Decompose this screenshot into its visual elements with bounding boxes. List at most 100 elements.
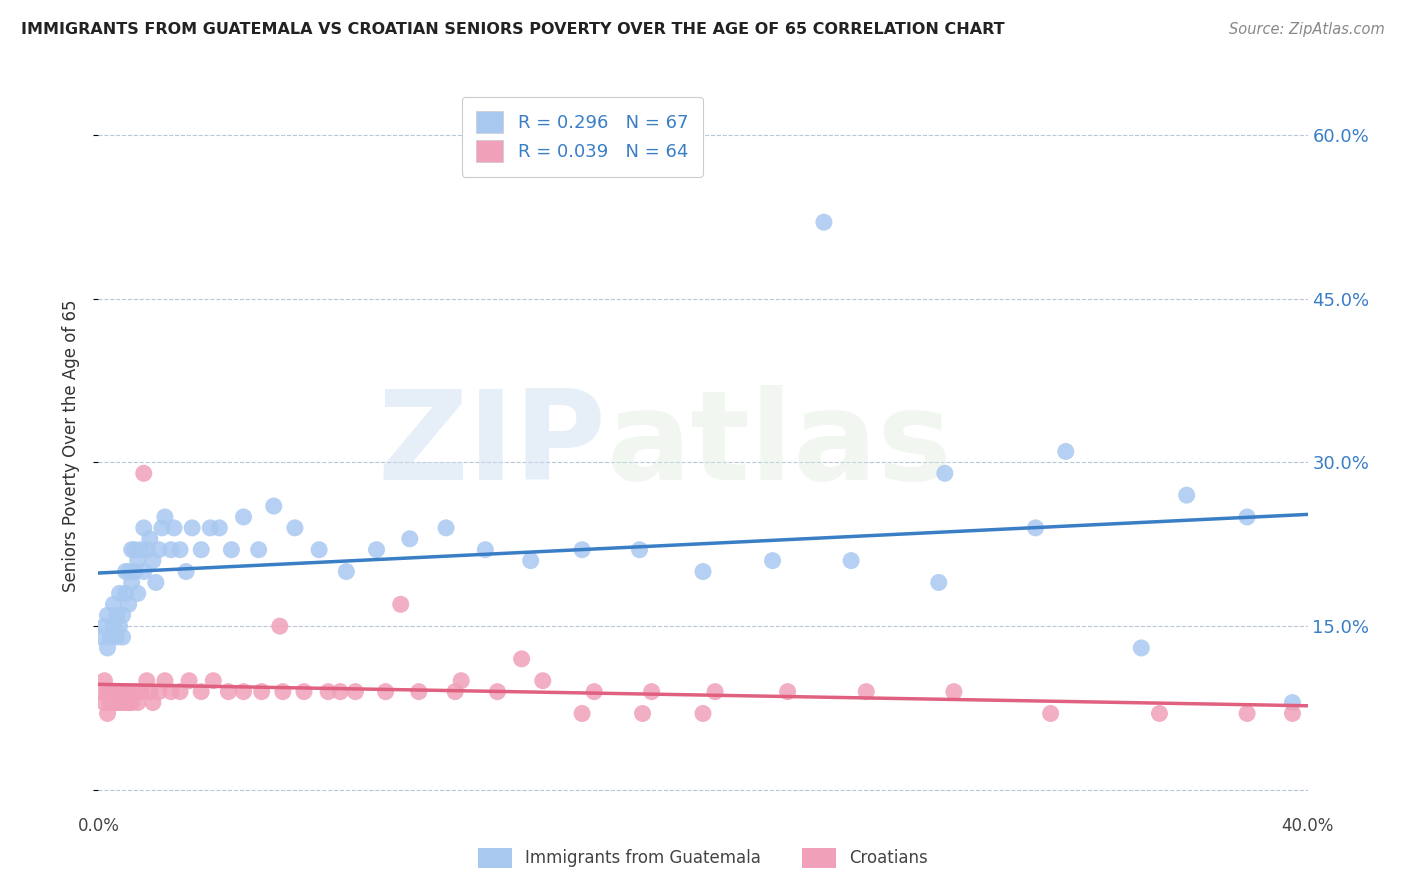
Point (121, 575, 143, 590)
Point (132, 565, 155, 579)
Point (217, 684, 239, 698)
Point (105, 684, 128, 698)
Point (124, 542, 146, 557)
Point (108, 684, 131, 698)
Point (111, 696, 134, 710)
Point (145, 575, 167, 590)
Point (148, 542, 170, 557)
Point (127, 586, 149, 600)
Point (142, 554, 165, 568)
Point (103, 619, 125, 633)
Point (329, 684, 352, 698)
Point (571, 706, 593, 721)
Point (450, 673, 472, 688)
Point (366, 542, 388, 557)
Point (855, 684, 877, 698)
Point (1175, 488, 1198, 502)
Point (190, 542, 212, 557)
Point (163, 521, 186, 535)
Point (105, 630, 128, 644)
Point (93, 673, 115, 688)
Text: IMMIGRANTS FROM GUATEMALA VS CROATIAN SENIORS POVERTY OVER THE AGE OF 65 CORRELA: IMMIGRANTS FROM GUATEMALA VS CROATIAN SE… (21, 22, 1005, 37)
Point (1054, 444, 1077, 458)
Point (928, 575, 950, 590)
Point (692, 565, 714, 579)
Point (344, 684, 367, 698)
Point (169, 542, 191, 557)
Point (704, 684, 727, 698)
Point (148, 684, 170, 698)
Point (129, 684, 152, 698)
Point (374, 684, 396, 698)
Point (839, 554, 862, 568)
Point (1236, 510, 1258, 524)
Point (111, 630, 134, 644)
Point (114, 696, 136, 710)
Point (1024, 521, 1046, 535)
Point (118, 597, 141, 611)
Point (150, 521, 173, 535)
Point (153, 510, 176, 524)
Point (284, 521, 307, 535)
Point (408, 684, 430, 698)
Point (114, 565, 136, 579)
Point (139, 684, 162, 698)
Point (1236, 706, 1258, 721)
Point (292, 684, 315, 698)
Point (179, 673, 201, 688)
Point (90, 684, 112, 698)
Point (129, 542, 152, 557)
Point (631, 706, 654, 721)
Text: ZIP: ZIP (378, 385, 606, 507)
Point (250, 684, 273, 698)
Point (628, 542, 651, 557)
Point (571, 542, 593, 557)
Point (583, 684, 606, 698)
Point (692, 706, 714, 721)
Point (1130, 640, 1153, 655)
Point (934, 467, 956, 481)
Point (108, 696, 131, 710)
Text: atlas: atlas (606, 385, 952, 507)
Point (208, 521, 231, 535)
Point (96, 706, 118, 721)
Point (316, 684, 339, 698)
Point (111, 608, 134, 623)
Point (1039, 706, 1062, 721)
Point (269, 619, 291, 633)
Point (232, 510, 254, 524)
Point (108, 619, 131, 633)
Point (132, 467, 155, 481)
Point (181, 521, 204, 535)
Point (111, 684, 134, 698)
Point (135, 542, 157, 557)
Point (160, 684, 183, 698)
Point (142, 696, 165, 710)
Point (444, 684, 467, 698)
Point (486, 684, 509, 698)
Point (127, 696, 149, 710)
Point (139, 532, 162, 546)
Point (510, 652, 533, 666)
Point (118, 696, 141, 710)
Point (221, 542, 243, 557)
Point (96, 640, 118, 655)
Point (103, 696, 125, 710)
Point (174, 565, 197, 579)
Point (942, 684, 965, 698)
Point (389, 597, 412, 611)
Legend: R = 0.296   N = 67, R = 0.039   N = 64: R = 0.296 N = 67, R = 0.039 N = 64 (461, 96, 703, 177)
Point (308, 542, 330, 557)
Y-axis label: Seniors Poverty Over the Age of 65: Seniors Poverty Over the Age of 65 (62, 300, 80, 592)
Point (202, 673, 225, 688)
Point (200, 521, 222, 535)
Point (263, 499, 285, 513)
Point (118, 684, 141, 698)
Point (335, 565, 357, 579)
Legend: Immigrants from Guatemala, Croatians: Immigrants from Guatemala, Croatians (471, 841, 935, 875)
Point (1281, 706, 1303, 721)
Point (127, 554, 149, 568)
Point (114, 684, 136, 698)
Text: Source: ZipAtlas.com: Source: ZipAtlas.com (1229, 22, 1385, 37)
Point (100, 696, 122, 710)
